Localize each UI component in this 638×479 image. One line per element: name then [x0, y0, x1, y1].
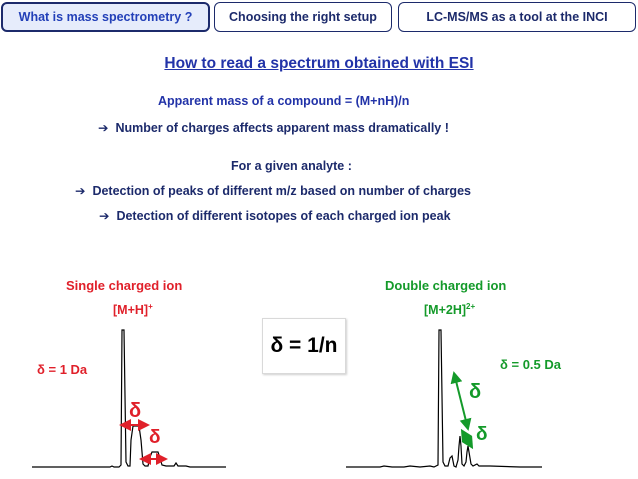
arrow-right-icon: ➔ [98, 121, 109, 135]
bullet-isotopes-text: Detection of different isotopes of each … [116, 209, 451, 223]
delta-formula-box: δ = 1/n [262, 318, 346, 374]
bullet-peaks-text: Detection of peaks of different m/z base… [92, 184, 471, 198]
double-ion-label: [M+2H]2+ [424, 302, 476, 318]
single-spectrum [32, 329, 226, 468]
bullet-peaks-line: ➔ Detection of peaks of different m/z ba… [75, 183, 471, 198]
double-charged-heading: Double charged ion [385, 278, 507, 293]
double-delta-symbol-lower: δ [476, 424, 488, 445]
bullet-isotopes-line: ➔ Detection of different isotopes of eac… [99, 208, 451, 223]
single-delta-label: δ = 1 Da [37, 362, 88, 377]
for-analyte-text: For a given analyte : [231, 159, 352, 173]
double-spectrum [346, 329, 542, 468]
single-ion-label: [M+H]+ [113, 302, 153, 318]
single-delta-symbol-upper: δ [129, 400, 142, 422]
arrow-right-icon: ➔ [99, 209, 110, 223]
bullet-charges-text: Number of charges affects apparent mass … [115, 121, 449, 135]
tab-choosing-the-right-setup[interactable]: Choosing the right setup [214, 2, 392, 32]
arrow-right-icon: ➔ [75, 184, 86, 198]
tab-lc-ms-ms-tool[interactable]: LC-MS/MS as a tool at the INCI [398, 2, 636, 32]
double-delta-arrow-lower [460, 428, 474, 450]
single-spectrum-trace [32, 329, 226, 468]
apparent-mass-text: Apparent mass of a compound = (M+nH)/n [158, 94, 410, 108]
double-delta-symbol-upper: δ [469, 381, 482, 403]
double-delta-label: δ = 0.5 Da [500, 357, 562, 372]
page-title: How to read a spectrum obtained with ESI [164, 55, 474, 72]
double-spectrum-trace [346, 329, 542, 468]
bullet-charges-line: ➔ Number of charges affects apparent mas… [98, 120, 449, 135]
single-delta-symbol-lower: δ [149, 427, 161, 448]
single-charged-heading: Single charged ion [66, 278, 183, 293]
double-delta-arrow-upper [450, 371, 472, 431]
tab-what-is-mass-spectrometry[interactable]: What is mass spectrometry ? [1, 2, 210, 32]
